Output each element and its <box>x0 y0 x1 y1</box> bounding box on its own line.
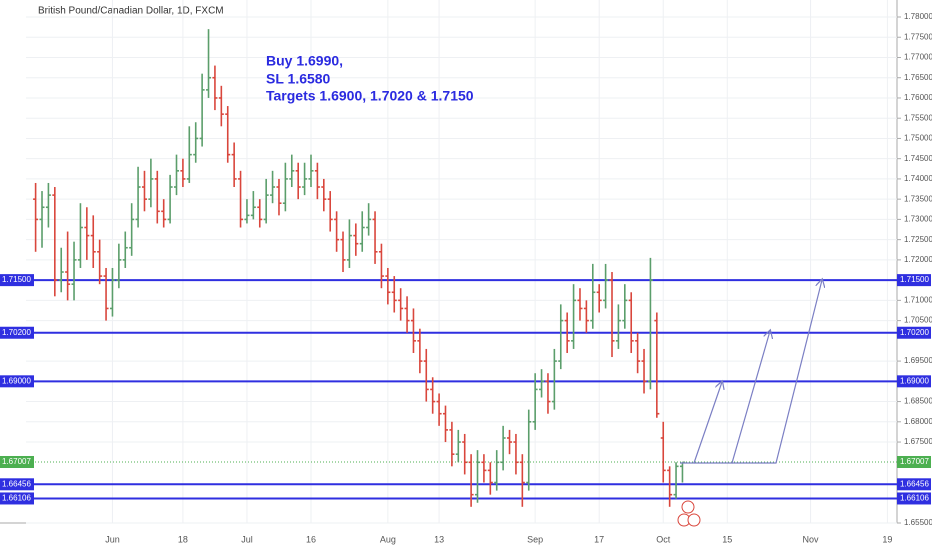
level-label-box <box>897 274 931 287</box>
x-tick-label: Sep <box>527 534 543 544</box>
y-tick-label: 1.72500 <box>904 235 932 244</box>
y-tick-label: 1.69500 <box>904 356 932 365</box>
level-label: 1.71500 <box>900 275 929 284</box>
level-label-box <box>897 478 931 491</box>
y-tick-label: 1.74000 <box>904 174 932 183</box>
x-tick-label: Oct <box>656 534 671 544</box>
event-icons <box>677 500 701 527</box>
level-label-box <box>897 326 931 339</box>
y-tick-label: 1.77000 <box>904 53 932 62</box>
y-tick-label: 1.71000 <box>904 295 932 304</box>
x-tick-label: 13 <box>434 534 444 544</box>
level-label: 1.70200 <box>2 328 31 337</box>
y-tick-label: 1.78000 <box>904 12 932 21</box>
y-tick-label: 1.74500 <box>904 154 932 163</box>
level-label-box <box>0 326 34 339</box>
y-tick-label: 1.72000 <box>904 255 932 264</box>
y-tick-label: 1.68000 <box>904 417 932 426</box>
level-label-box <box>0 375 34 388</box>
level-label: 1.70200 <box>900 328 929 337</box>
level-label: 1.69000 <box>2 376 31 385</box>
x-tick-label: Aug <box>380 534 396 544</box>
level-label: 1.71500 <box>2 275 31 284</box>
level-label-box <box>897 375 931 388</box>
x-tick-label: Jul <box>241 534 253 544</box>
x-tick-label: 17 <box>594 534 604 544</box>
annotation: Buy 1.6990, SL 1.6580 Targets 1.6900, 1.… <box>266 53 474 104</box>
x-tick-label: Nov <box>803 534 820 544</box>
y-tick-label: 1.65500 <box>904 518 932 527</box>
projection-arrows <box>680 280 822 464</box>
y-tick-label: 1.75000 <box>904 134 932 143</box>
x-tick-label: 18 <box>178 534 188 544</box>
annotation-line: Targets 1.6900, 1.7020 & 1.7150 <box>266 88 474 104</box>
level-label: 1.66456 <box>900 479 929 488</box>
y-tick-label: 1.77500 <box>904 32 932 41</box>
level-label: 1.67007 <box>900 457 929 466</box>
level-label-box <box>0 274 34 287</box>
x-tick-label: 19 <box>882 534 892 544</box>
y-tick-label: 1.75500 <box>904 113 932 122</box>
level-label: 1.66456 <box>2 479 31 488</box>
y-tick-label: 1.68500 <box>904 397 932 406</box>
event-icon <box>687 513 701 527</box>
x-tick-label: 15 <box>722 534 732 544</box>
y-tick-label: 1.76000 <box>904 93 932 102</box>
arrow <box>732 280 822 464</box>
y-tick-label: 1.76500 <box>904 73 932 82</box>
annotation-line: SL 1.6580 <box>266 71 331 87</box>
annotation-line: Buy 1.6990, <box>266 53 343 69</box>
event-icon <box>681 500 695 514</box>
level-label-box <box>897 455 931 468</box>
y-tick-label: 1.67500 <box>904 437 932 446</box>
level-label-box <box>0 455 34 468</box>
y-tick-label: 1.73000 <box>904 215 932 224</box>
chart-title: British Pound/Canadian Dollar, 1D, FXCM <box>38 6 224 17</box>
level-label: 1.66106 <box>2 494 31 503</box>
level-label-box <box>0 492 34 505</box>
y-tick-label: 1.73500 <box>904 194 932 203</box>
level-label-box <box>0 478 34 491</box>
x-tick-label: 16 <box>306 534 316 544</box>
level-label: 1.69000 <box>900 376 929 385</box>
level-label: 1.67007 <box>2 457 31 466</box>
level-label-box <box>897 492 931 505</box>
level-label: 1.66106 <box>900 494 929 503</box>
x-tick-label: Jun <box>105 534 120 544</box>
y-tick-label: 1.70500 <box>904 316 932 325</box>
